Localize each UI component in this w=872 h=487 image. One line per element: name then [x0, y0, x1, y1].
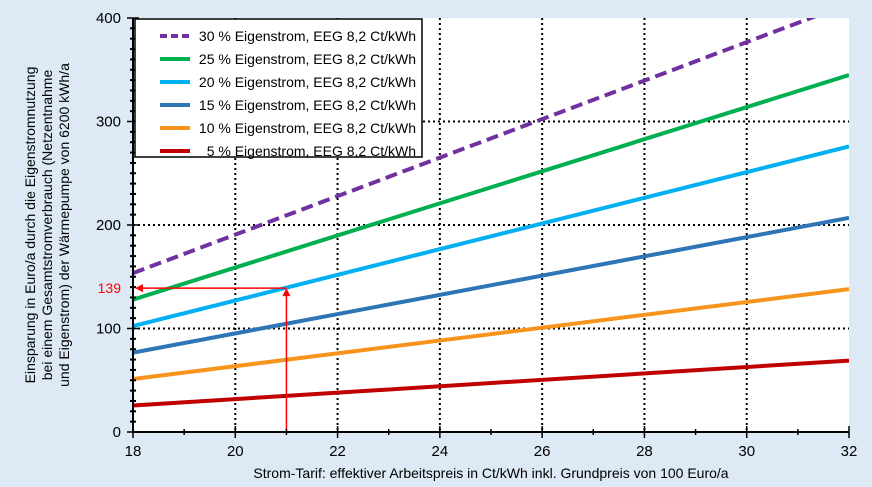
- x-tick-label: 26: [534, 443, 551, 460]
- series-line: [133, 144, 849, 329]
- svg-text:und Eigenstrom) der Wärmepumpe: und Eigenstrom) der Wärmepumpe von 6200 …: [56, 63, 72, 387]
- svg-text:Einsparung in Euro/a durch die: Einsparung in Euro/a durch die Eigenstro…: [22, 67, 38, 384]
- series-line: [133, 287, 849, 381]
- y-axis-label: Einsparung in Euro/a durch die Eigenstro…: [22, 63, 72, 387]
- legend-label: 25 % Eigenstrom, EEG 8,2 Ct/kWh: [199, 51, 416, 67]
- y-tick-label: 400: [96, 10, 121, 27]
- legend-box: [134, 18, 423, 158]
- legend-label: 10 % Eigenstrom, EEG 8,2 Ct/kWh: [199, 120, 416, 136]
- arrowhead-left: [135, 284, 143, 293]
- svg-text:bei einem Gesamtstromverbrauch: bei einem Gesamtstromverbrauch (Netzentn…: [39, 70, 55, 381]
- x-tick-label: 18: [125, 443, 142, 460]
- series-line: [133, 73, 849, 302]
- x-tick-label: 22: [329, 443, 346, 460]
- arrowhead-up: [282, 288, 291, 297]
- legend-label: 15 % Eigenstrom, EEG 8,2 Ct/kWh: [199, 97, 416, 113]
- legend-label: 30 % Eigenstrom, EEG 8,2 Ct/kWh: [199, 28, 416, 44]
- series-line: [133, 358, 849, 408]
- legend-label: 5 % Eigenstrom, EEG 8,2 Ct/kWh: [207, 143, 416, 159]
- x-tick-label: 20: [227, 443, 244, 460]
- x-tick-label: 32: [841, 443, 858, 460]
- legend-label: 20 % Eigenstrom, EEG 8,2 Ct/kWh: [199, 74, 416, 90]
- y-tick-label: 0: [113, 424, 121, 441]
- y-tick-label: 100: [96, 321, 121, 338]
- x-tick-label: 28: [636, 443, 653, 460]
- y-tick-label: 200: [96, 217, 121, 234]
- y-tick-label: 300: [96, 114, 121, 131]
- series-line: [133, 18, 817, 275]
- x-tick-label: 30: [738, 443, 755, 460]
- x-tick-label: 24: [432, 443, 449, 460]
- annotation-label: 139: [98, 280, 122, 296]
- series-line: [133, 215, 849, 355]
- x-axis-label: Strom-Tarif: effektiver Arbeitspreis in …: [253, 465, 728, 481]
